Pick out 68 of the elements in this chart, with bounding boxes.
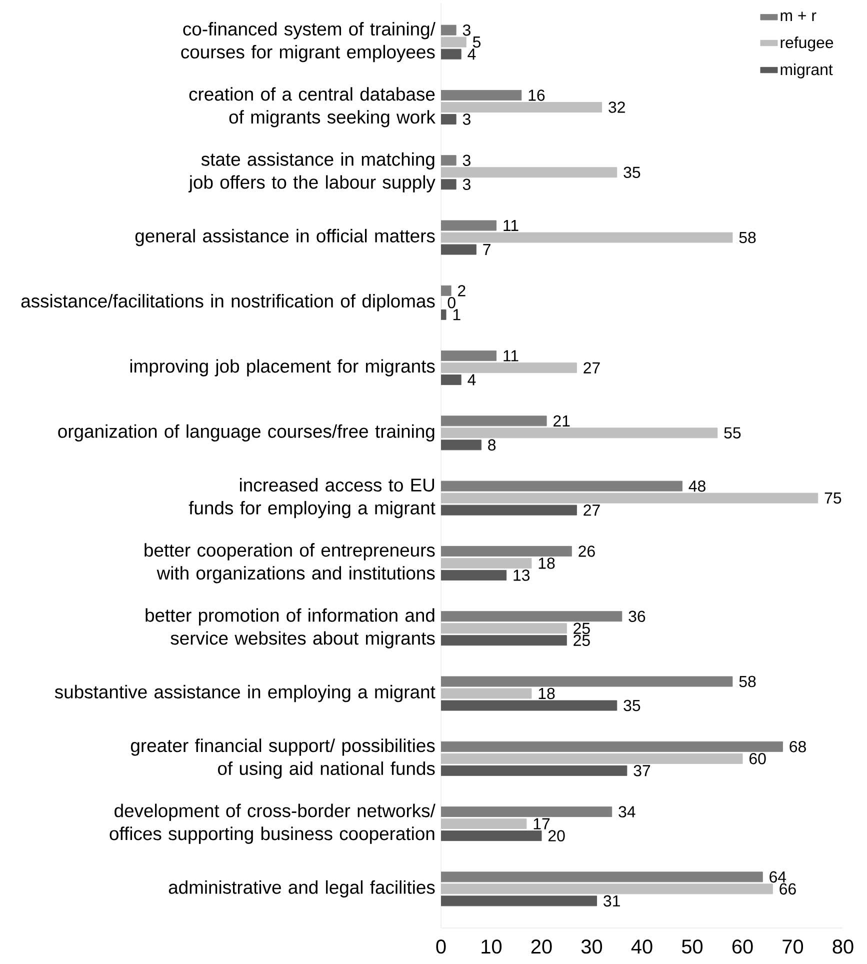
data-label: 16 <box>528 90 545 101</box>
data-label: 64 <box>770 871 786 883</box>
data-label: 31 <box>604 895 620 907</box>
data-label: 55 <box>724 427 741 438</box>
data-label: 11 <box>504 220 518 231</box>
y-tick-label: substantive assistance in employing a migrant <box>54 684 436 702</box>
data-label: 18 <box>538 688 555 700</box>
x-tick-label: 70 <box>782 940 804 954</box>
data-label: 8 <box>488 439 496 451</box>
y-tick-label: improving job placement for migrants <box>130 359 435 376</box>
data-label: 32 <box>608 102 625 113</box>
data-label: 3 <box>462 24 470 36</box>
x-tick-label: 20 <box>531 940 552 954</box>
data-label: 4 <box>468 374 476 386</box>
y-tick-label: general assistance in official matters <box>135 228 435 246</box>
y-tick-label: greater financial support/ possibilities of using aid national funds <box>130 738 435 779</box>
data-label: 75 <box>824 492 842 504</box>
data-label: 13 <box>514 570 530 581</box>
data-label: 18 <box>538 558 555 569</box>
y-tick-label: creation of a central database of migrants seeking work <box>189 87 436 128</box>
legend-label: m + r <box>780 12 816 22</box>
y-tick-label: organization of language courses/free training <box>58 424 434 442</box>
data-label: 58 <box>739 232 756 244</box>
data-label: 58 <box>739 676 756 688</box>
y-tick-label: better promotion of information and service websites about migrants <box>146 608 435 648</box>
data-label: 37 <box>634 765 650 776</box>
data-label: 27 <box>584 362 600 374</box>
x-tick-label: 40 <box>631 940 652 954</box>
data-label: 4 <box>468 48 476 60</box>
x-tick-label: 10 <box>482 940 502 954</box>
data-label: 3 <box>462 154 470 166</box>
y-tick-label: better cooperation of entrepreneurs with organizations and institutions <box>144 543 435 584</box>
data-label: 3 <box>462 178 470 190</box>
legend-label: migrant <box>780 64 833 78</box>
data-label: 5 <box>472 36 481 48</box>
data-label: 3 <box>462 114 470 125</box>
data-label: 7 <box>483 244 490 255</box>
data-label: 2 <box>458 285 466 296</box>
data-label: 27 <box>584 504 600 516</box>
x-tick-label: 50 <box>682 940 703 954</box>
data-label: 25 <box>574 622 590 634</box>
data-label: 25 <box>574 634 590 646</box>
x-tick-label: 80 <box>832 940 854 954</box>
data-label: 11 <box>504 350 518 362</box>
data-label: 34 <box>618 806 636 818</box>
y-tick-label: increased access to EU funds for employing a migrant <box>188 478 436 518</box>
data-label: 36 <box>628 610 646 622</box>
y-tick-label: administrative and legal facilities <box>168 880 435 898</box>
data-label: 35 <box>624 166 640 178</box>
x-tick-label: 0 <box>436 940 446 954</box>
data-label: 1 <box>453 309 460 320</box>
legend-label: refugee <box>780 36 834 52</box>
y-tick-label: assistance/facilitations in nostrification of diplomas <box>21 294 435 312</box>
data-label: 20 <box>548 830 565 842</box>
x-tick-label: 60 <box>732 940 753 954</box>
data-label: 21 <box>554 415 570 426</box>
y-tick-label: development of cross-border networks/ offices supporting business cooperation <box>110 804 436 844</box>
data-label: 68 <box>790 741 806 752</box>
y-tick-label: state assistance in matching job offers to the labour supply <box>188 152 436 192</box>
data-label: 17 <box>534 818 550 830</box>
data-label: 26 <box>578 546 595 557</box>
data-label: 0 <box>448 297 456 308</box>
y-tick-label: co-financed system of training/ courses for migrant employees <box>181 22 436 62</box>
data-label: 35 <box>624 700 640 712</box>
data-label: 66 <box>780 883 796 895</box>
x-tick-label: 30 <box>581 940 602 954</box>
data-label: 60 <box>750 753 766 764</box>
data-label: 48 <box>688 480 706 492</box>
